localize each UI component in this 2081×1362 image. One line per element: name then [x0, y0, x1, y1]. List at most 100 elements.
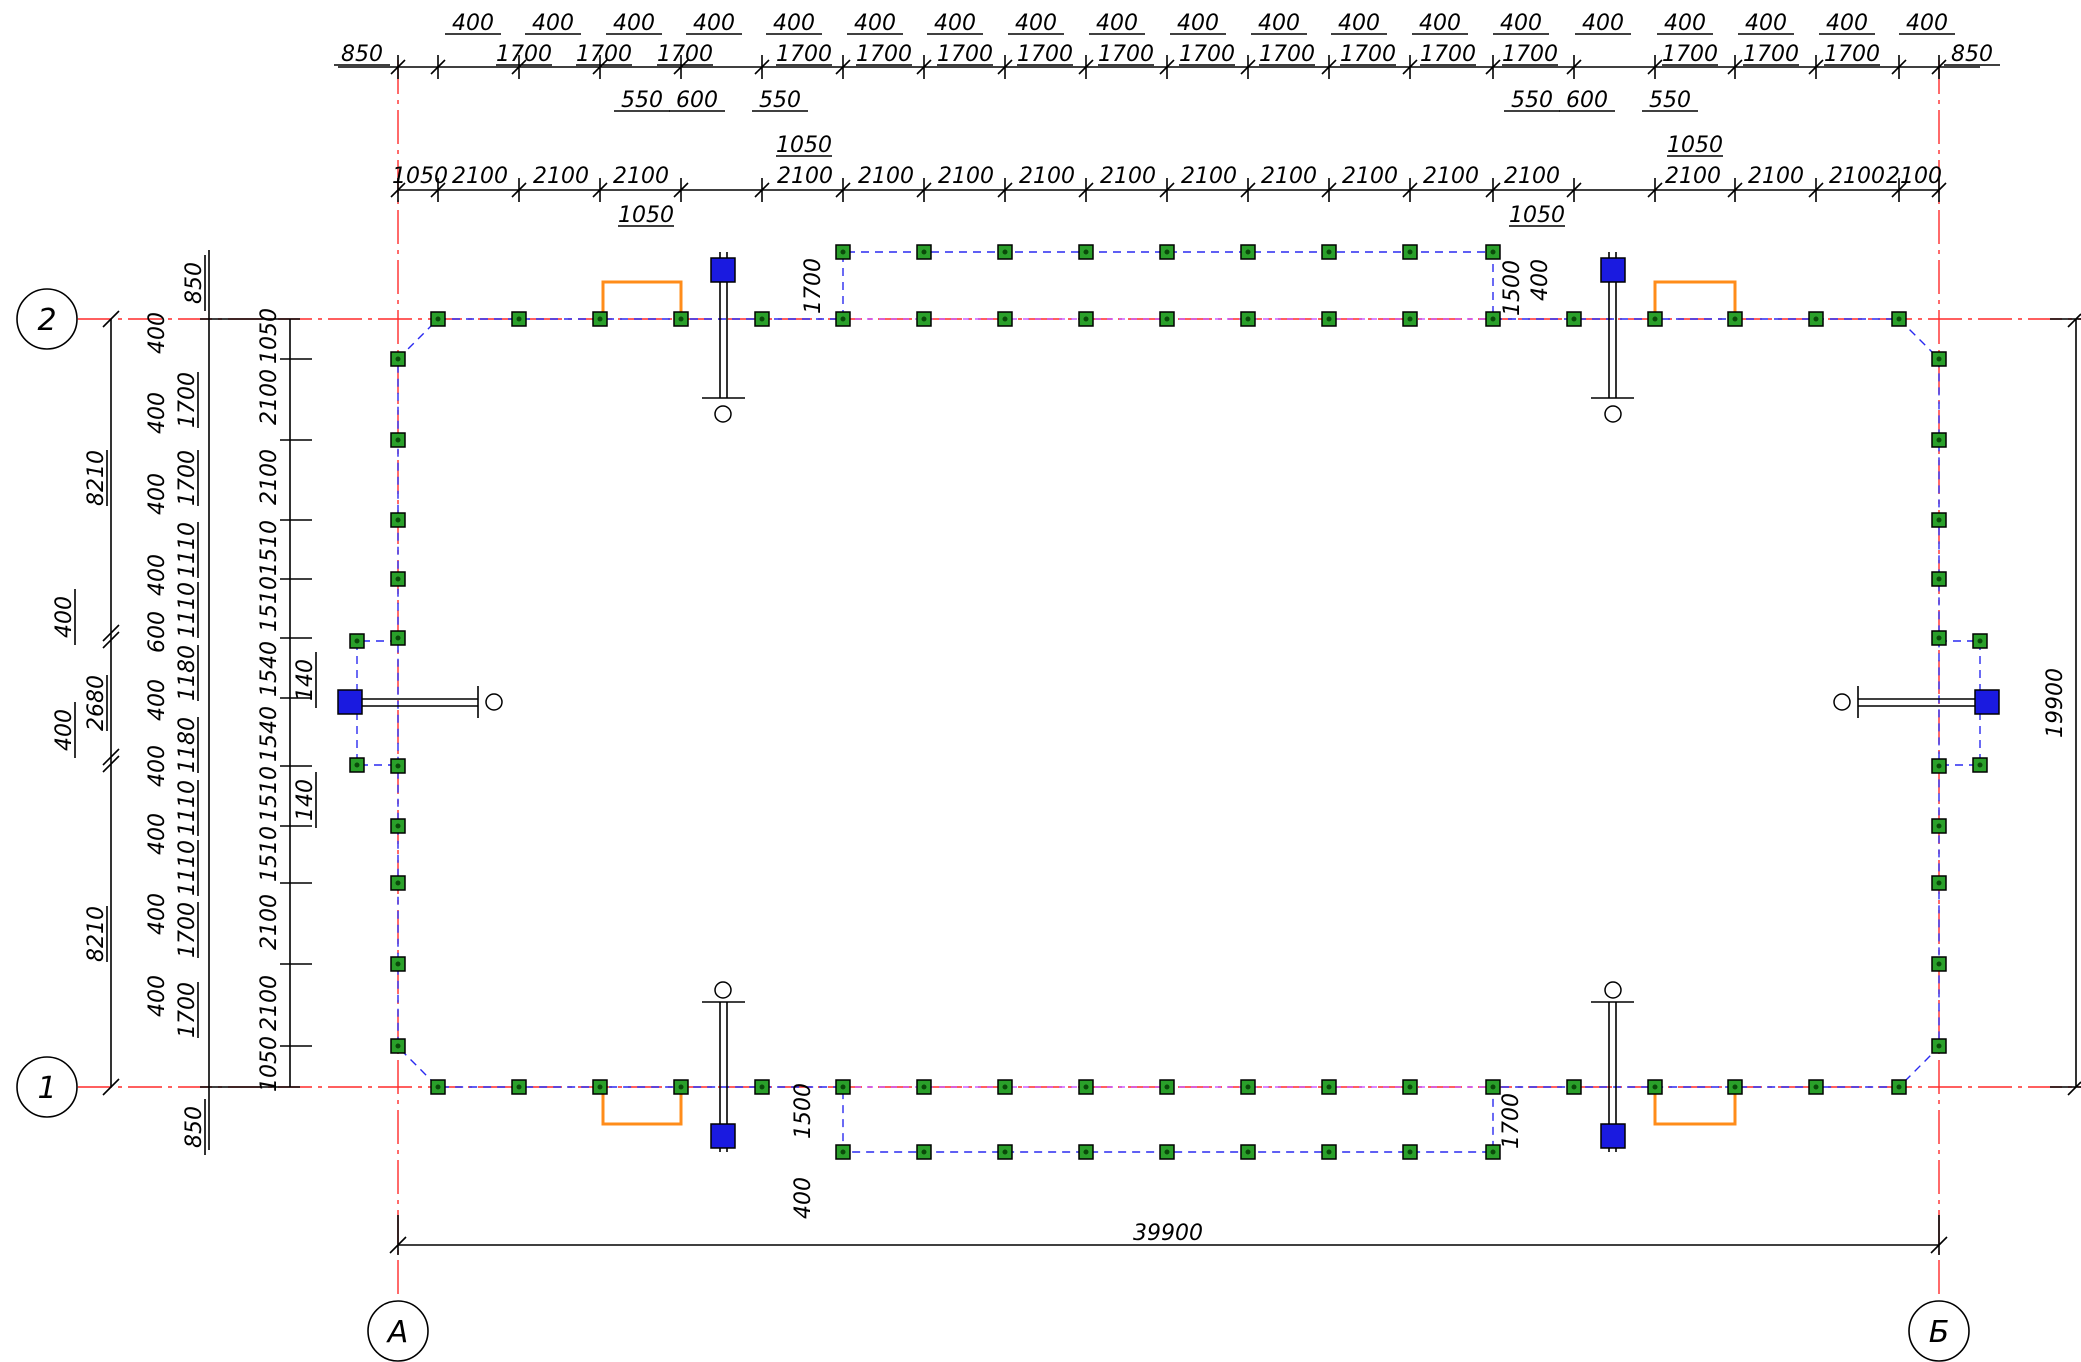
dim-top-400: 400	[1258, 11, 1300, 36]
node-marker	[1931, 1038, 1947, 1054]
dim-top-2100: 2100	[1886, 164, 1942, 189]
dim-left-140: 140	[293, 659, 318, 701]
node-marker	[1931, 956, 1947, 972]
node-marker	[1891, 1079, 1907, 1095]
dim-top-2100: 2100	[938, 164, 994, 189]
node-marker	[997, 311, 1013, 327]
node-marker	[1159, 311, 1175, 327]
node-marker	[916, 311, 932, 327]
dim-left-chain: 600	[145, 611, 170, 653]
node-marker	[390, 875, 406, 891]
dim-top-550-600: 550	[1649, 88, 1691, 113]
dim-top-1700: 1700	[1098, 42, 1154, 67]
dim-top-1700: 1700	[1824, 42, 1880, 67]
dim-left-140: 140	[293, 779, 318, 821]
dim-top-400: 400	[1177, 11, 1219, 36]
node-marker	[1972, 633, 1988, 649]
node-marker	[1402, 244, 1418, 260]
dim-top-550-600: 600	[1566, 88, 1608, 113]
node-marker	[835, 244, 851, 260]
dim-top-2100: 2100	[1423, 164, 1479, 189]
dim-left-chain: 400	[145, 473, 170, 515]
overall-height-label: 19900	[2043, 668, 2068, 738]
dim-top-550-600: 550	[621, 88, 663, 113]
dim-top-1700: 1700	[1743, 42, 1799, 67]
dim-left-chain-b: 1510	[257, 826, 282, 882]
dim-top-400: 400	[532, 11, 574, 36]
dim-left-chain-b: 1540	[257, 641, 282, 697]
bracket-bottom-left	[601, 1087, 683, 1126]
node-marker	[511, 311, 527, 327]
dim-top-1700: 850	[1951, 42, 1993, 67]
dim-top-1050: 1050	[1509, 203, 1565, 228]
node-marker	[1078, 1144, 1094, 1160]
dimension-texts: 400 400 400 400 400 400 400 400 400 400 400 400 400 4…	[52, 11, 2000, 1219]
node-marker	[754, 311, 770, 327]
dim-left-chain-b: 2100	[257, 975, 282, 1031]
node-marker	[1485, 311, 1501, 327]
node-marker	[1321, 1079, 1337, 1095]
dim-top-1050: 1050	[776, 133, 832, 158]
node-marker	[1931, 875, 1947, 891]
dim-left-chain: 400	[145, 679, 170, 721]
node-marker	[390, 758, 406, 774]
anchor-right	[1833, 686, 2000, 718]
node-marker	[349, 757, 365, 773]
node-marker	[673, 1079, 689, 1095]
dimension-lines	[102, 66, 2081, 1255]
node-marker	[835, 1144, 851, 1160]
dim-left-chain-b: 1050	[257, 1036, 282, 1092]
dim-left-chain: 400	[145, 813, 170, 855]
node-marker	[349, 633, 365, 649]
dim-top-1700: 1700	[937, 42, 993, 67]
node-marker	[1931, 571, 1947, 587]
dim-left-chain: 1700	[175, 372, 200, 428]
dim-top-1700: 1700	[1420, 42, 1476, 67]
anchors	[337, 252, 2000, 1152]
dim-top-400: 400	[1745, 11, 1787, 36]
node-marker	[1891, 311, 1907, 327]
dim-top-1700: 1700	[1259, 42, 1315, 67]
node-marker	[1566, 1079, 1582, 1095]
dim-inner: 1500	[1500, 260, 1525, 316]
dim-inner: 400	[791, 1177, 816, 1219]
dim-top-400: 400	[854, 11, 896, 36]
anchor-top-left	[702, 252, 745, 423]
dim-top-1050: 1050	[1667, 133, 1723, 158]
node-marker	[997, 1144, 1013, 1160]
dim-left-outer: 850	[182, 262, 207, 304]
node-marker	[390, 571, 406, 587]
node-marker	[1485, 1144, 1501, 1160]
node-marker	[1402, 1079, 1418, 1095]
dim-top-2100: 2100	[1261, 164, 1317, 189]
dim-inner: 1700	[801, 258, 826, 314]
node-marker	[916, 1079, 932, 1095]
dim-left-chain: 1110	[175, 522, 200, 578]
dim-top-2100: 2100	[613, 164, 669, 189]
dim-top-1700: 850	[341, 42, 383, 67]
dim-top-1050: 1050	[618, 203, 674, 228]
dim-top-2100: 2100	[1748, 164, 1804, 189]
dim-top-400: 400	[693, 11, 735, 36]
dim-top-2100: 2100	[1342, 164, 1398, 189]
node-marker	[1647, 1079, 1663, 1095]
anchor-top-right	[1591, 252, 1634, 423]
dim-top-2100: 1050	[392, 164, 448, 189]
node-marker	[1402, 1144, 1418, 1160]
node-marker	[835, 311, 851, 327]
axis-label-b: Б	[1929, 1315, 1950, 1350]
dim-left-chain: 1700	[175, 450, 200, 506]
node-marker	[1808, 311, 1824, 327]
dim-top-400: 400	[1664, 11, 1706, 36]
node-marker	[1931, 351, 1947, 367]
anchor-bottom-left	[702, 981, 745, 1152]
dim-left-chain: 1180	[175, 645, 200, 701]
node-marker	[390, 956, 406, 972]
dim-left-outer: 400	[52, 596, 77, 638]
node-marker	[1078, 1079, 1094, 1095]
dim-top-1700: 1700	[776, 42, 832, 67]
dim-left-chain: 1180	[175, 717, 200, 773]
node-marker	[1485, 244, 1501, 260]
dim-top-1700: 1700	[1502, 42, 1558, 67]
dim-top-2100: 2100	[1019, 164, 1075, 189]
